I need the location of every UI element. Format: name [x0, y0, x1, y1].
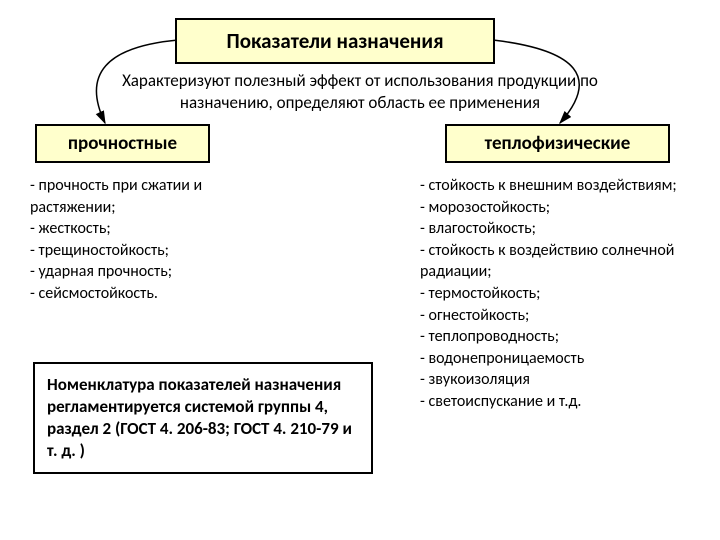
list-item: - прочность при сжатии и растяжении;: [30, 175, 280, 218]
list-item: - влагостойкость;: [420, 218, 700, 240]
subtitle-text: Характеризуют полезный эффект от использ…: [80, 70, 640, 114]
list-item: - сейсмостойкость.: [30, 283, 280, 305]
title-box: Показатели назначения: [175, 18, 495, 64]
list-item: - водонепроницаемость: [420, 348, 700, 370]
category-right-label: теплофизические: [485, 132, 631, 155]
list-item: - жесткость;: [30, 218, 280, 240]
list-left: - прочность при сжатии и растяжении; - ж…: [30, 175, 280, 305]
list-item: - термостойкость;: [420, 283, 700, 305]
list-item: - трещиностойкость;: [30, 240, 280, 262]
list-item: - светоиспускание и т.д.: [420, 391, 700, 413]
list-item: - стойкость к внешним воздействиям;: [420, 175, 700, 197]
list-item: - звукоизоляция: [420, 369, 700, 391]
list-item: - стойкость к воздействию солнечной ради…: [420, 240, 700, 283]
list-right: - стойкость к внешним воздействиям; - мо…: [420, 175, 700, 413]
title-text: Показатели назначения: [226, 28, 443, 54]
note-box: Номенклатура показателей назначения регл…: [33, 362, 373, 474]
list-item: - теплопроводность;: [420, 326, 700, 348]
category-left-box: прочностные: [35, 124, 210, 163]
category-left-label: прочностные: [68, 132, 177, 155]
list-item: - ударная прочность;: [30, 261, 280, 283]
list-item: - морозостойкость;: [420, 197, 700, 219]
note-text: Номенклатура показателей назначения регл…: [47, 374, 352, 461]
category-right-box: теплофизические: [445, 124, 670, 163]
list-item: - огнестойкость;: [420, 305, 700, 327]
